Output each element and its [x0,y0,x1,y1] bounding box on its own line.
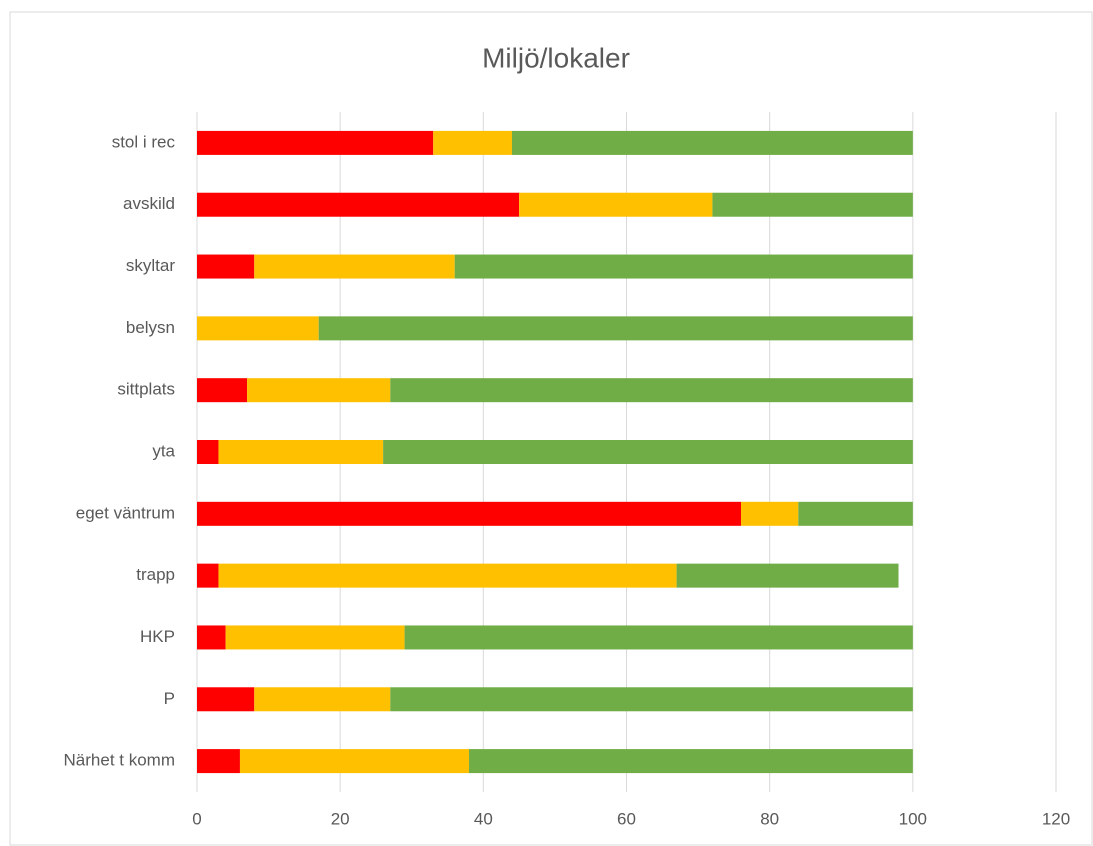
x-tick-label: 0 [192,809,201,828]
bar-segment [197,501,742,526]
y-tick-label: sittplats [117,380,175,399]
bar-segment [712,192,913,217]
x-tick-label: 100 [899,809,927,828]
y-tick-label: Närhet t komm [64,751,175,770]
bar-segment [741,501,799,526]
bar-segment [404,625,913,650]
x-tick-label: 60 [617,809,636,828]
x-tick-label: 20 [331,809,350,828]
bar-segment [676,563,899,588]
bar-segment [218,440,384,464]
bar-segment [318,316,913,341]
bar-segment [511,130,913,155]
y-tick-label: stol i rec [112,132,176,151]
bar-segment [454,254,913,279]
y-tick-label: P [164,689,175,708]
bar-segment [254,687,391,712]
bar-segment [519,192,713,217]
y-tick-label: trapp [136,565,175,584]
y-tick-label: HKP [140,627,175,646]
bar-segment [197,749,240,774]
bar-segment [390,687,913,712]
bar-segment [469,749,913,774]
bar-segment [433,130,512,155]
y-tick-label: eget väntrum [76,503,175,522]
bar-segment [197,378,248,403]
x-tick-label: 80 [760,809,779,828]
chart-title: Miljö/lokaler [482,42,630,73]
bar-segment [798,501,913,526]
bar-segment [197,563,219,588]
bar-segment [218,563,677,588]
bar-segment [239,749,470,774]
bar-segment [254,254,455,279]
y-tick-label: yta [152,441,175,460]
bar-segment [197,440,219,464]
bar-segment [390,378,913,403]
y-tick-label: skyltar [126,256,175,275]
bar-segment [225,625,405,650]
x-tick-label: 120 [1042,809,1070,828]
bar-segment [197,316,319,341]
bar-segment [197,130,434,155]
y-tick-label: belysn [126,318,175,337]
bar-segment [197,254,255,279]
bar-segment [197,625,226,650]
bar-segment [247,378,391,403]
bar-segment [197,192,520,217]
y-tick-label: avskild [123,194,175,213]
bar-segment [383,440,913,464]
bar-segment [197,687,255,712]
x-tick-label: 40 [474,809,493,828]
